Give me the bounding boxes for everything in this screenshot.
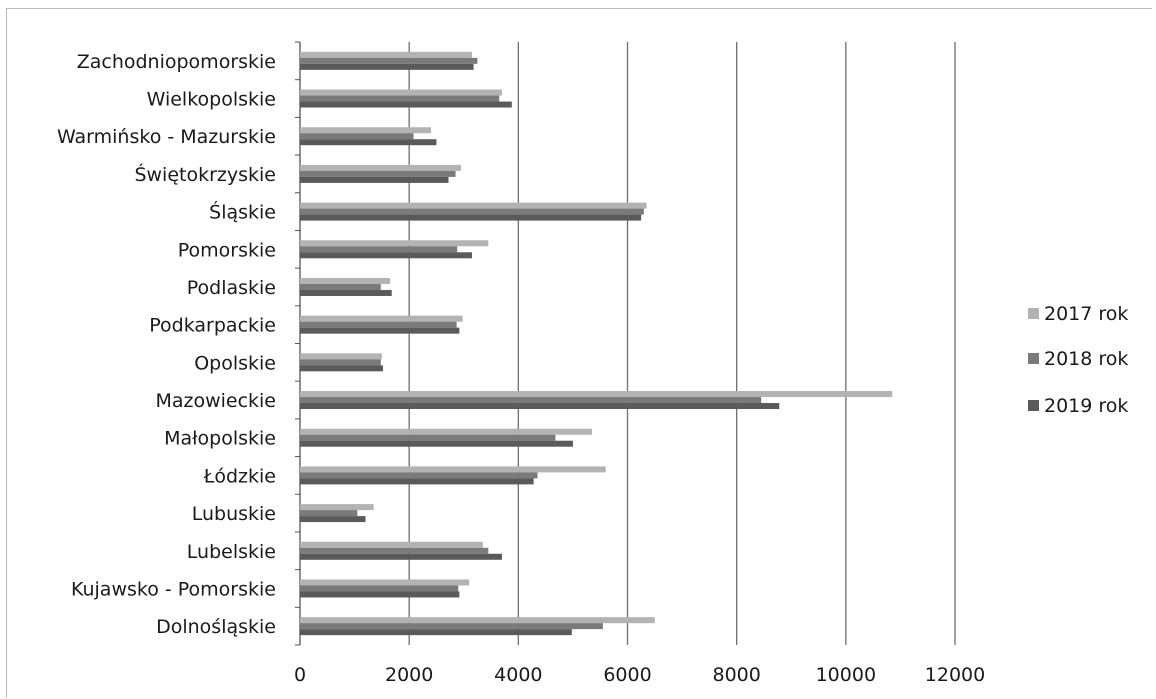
bar-2018-rok-15 [300,623,603,630]
bar-2019-rok-11 [300,478,534,485]
bar-2017-rok-9 [300,391,893,398]
legend-swatch-0 [1028,308,1039,319]
category-labels: Zachodniopomorskie Wielkopolskie Warmińsko… [57,51,276,638]
category-label: Opolskie [194,352,276,374]
chart-frame [6,8,1152,698]
bar-2018-rok-6 [300,283,381,290]
bar-2017-rok-11 [300,466,606,473]
category-label: Lubelskie [187,541,276,563]
bar-2019-rok-5 [300,252,472,259]
bar-2019-rok-3 [300,176,449,183]
bar-2017-rok-8 [300,353,382,360]
bar-2017-rok-0 [300,51,472,58]
bar-2018-rok-14 [300,585,459,592]
category-label: Łódzkie [203,465,276,487]
legend-label-1: 2018 rok [1044,348,1128,370]
category-label: Zachodniopomorskie [77,51,276,73]
x-tick-label: 10000 [816,664,876,686]
bar-2017-rok-14 [300,579,470,586]
bar-2019-rok-9 [300,403,780,410]
bar-2018-rok-9 [300,397,762,404]
bars [300,51,893,636]
x-tick-label: 8000 [712,664,760,686]
bar-2017-rok-4 [300,202,647,209]
bar-2019-rok-12 [300,516,366,523]
bar-2017-rok-7 [300,315,463,322]
category-label: Pomorskie [178,239,276,261]
bar-2019-rok-13 [300,553,502,560]
category-label: Kujawsko - Pomorskie [71,578,276,600]
bar-2018-rok-4 [300,208,644,215]
x-tick-label: 6000 [603,664,651,686]
bar-2019-rok-0 [300,63,474,70]
x-tick-label: 2000 [385,664,433,686]
category-label: Podkarpackie [149,315,276,337]
bar-2017-rok-1 [300,89,502,96]
bar-2018-rok-13 [300,547,489,554]
category-label: Warmińsko - Mazurskie [57,126,276,148]
bar-2017-rok-15 [300,617,655,624]
category-label: Lubuskie [192,503,276,525]
bar-2018-rok-10 [300,434,556,441]
bar-2017-rok-6 [300,277,391,284]
gridlines [295,41,956,646]
bar-2018-rok-11 [300,472,538,479]
bar-2018-rok-5 [300,246,458,253]
category-label: Dolnośląskie [156,616,276,638]
category-label: Małopolskie [164,428,276,450]
category-label: Śląskie [209,200,276,224]
bar-2017-rok-5 [300,240,489,247]
bar-2018-rok-7 [300,321,457,328]
x-tick-label: 0 [294,664,306,686]
x-tick-label: 12000 [925,664,985,686]
bar-2017-rok-3 [300,164,462,171]
bar-2018-rok-2 [300,133,414,140]
bar-2019-rok-15 [300,629,572,636]
category-label: Podlaskie [187,277,276,299]
bar-2017-rok-2 [300,127,431,134]
bar-2018-rok-0 [300,57,478,64]
bar-2017-rok-10 [300,428,593,435]
bar-2018-rok-8 [300,359,381,366]
bar-2019-rok-6 [300,289,392,296]
bar-2019-rok-1 [300,101,512,108]
bar-2018-rok-1 [300,95,500,102]
bar-2018-rok-12 [300,510,358,517]
legend-swatch-1 [1028,353,1039,364]
legend-swatch-2 [1028,400,1039,411]
category-label: Mazowieckie [155,390,276,412]
x-tick-label: 4000 [494,664,542,686]
x-tick-labels: 0 2000 4000 6000 8000 10000 12000 [294,664,985,686]
bar-2018-rok-3 [300,170,456,177]
bar-2019-rok-8 [300,365,383,372]
bar-2019-rok-2 [300,139,437,146]
bar-2019-rok-10 [300,440,573,447]
bar-2017-rok-13 [300,541,483,548]
category-label: Świętokrzyskie [134,162,276,186]
legend-label-2: 2019 rok [1044,395,1128,417]
legend: 2017 rok 2018 rok 2019 rok [1028,303,1128,417]
category-label: Wielkopolskie [147,89,276,111]
bar-2019-rok-4 [300,214,642,221]
legend-label-0: 2017 rok [1044,303,1128,325]
bar-2019-rok-14 [300,591,460,598]
bar-2017-rok-12 [300,504,374,511]
bar-2019-rok-7 [300,327,460,334]
